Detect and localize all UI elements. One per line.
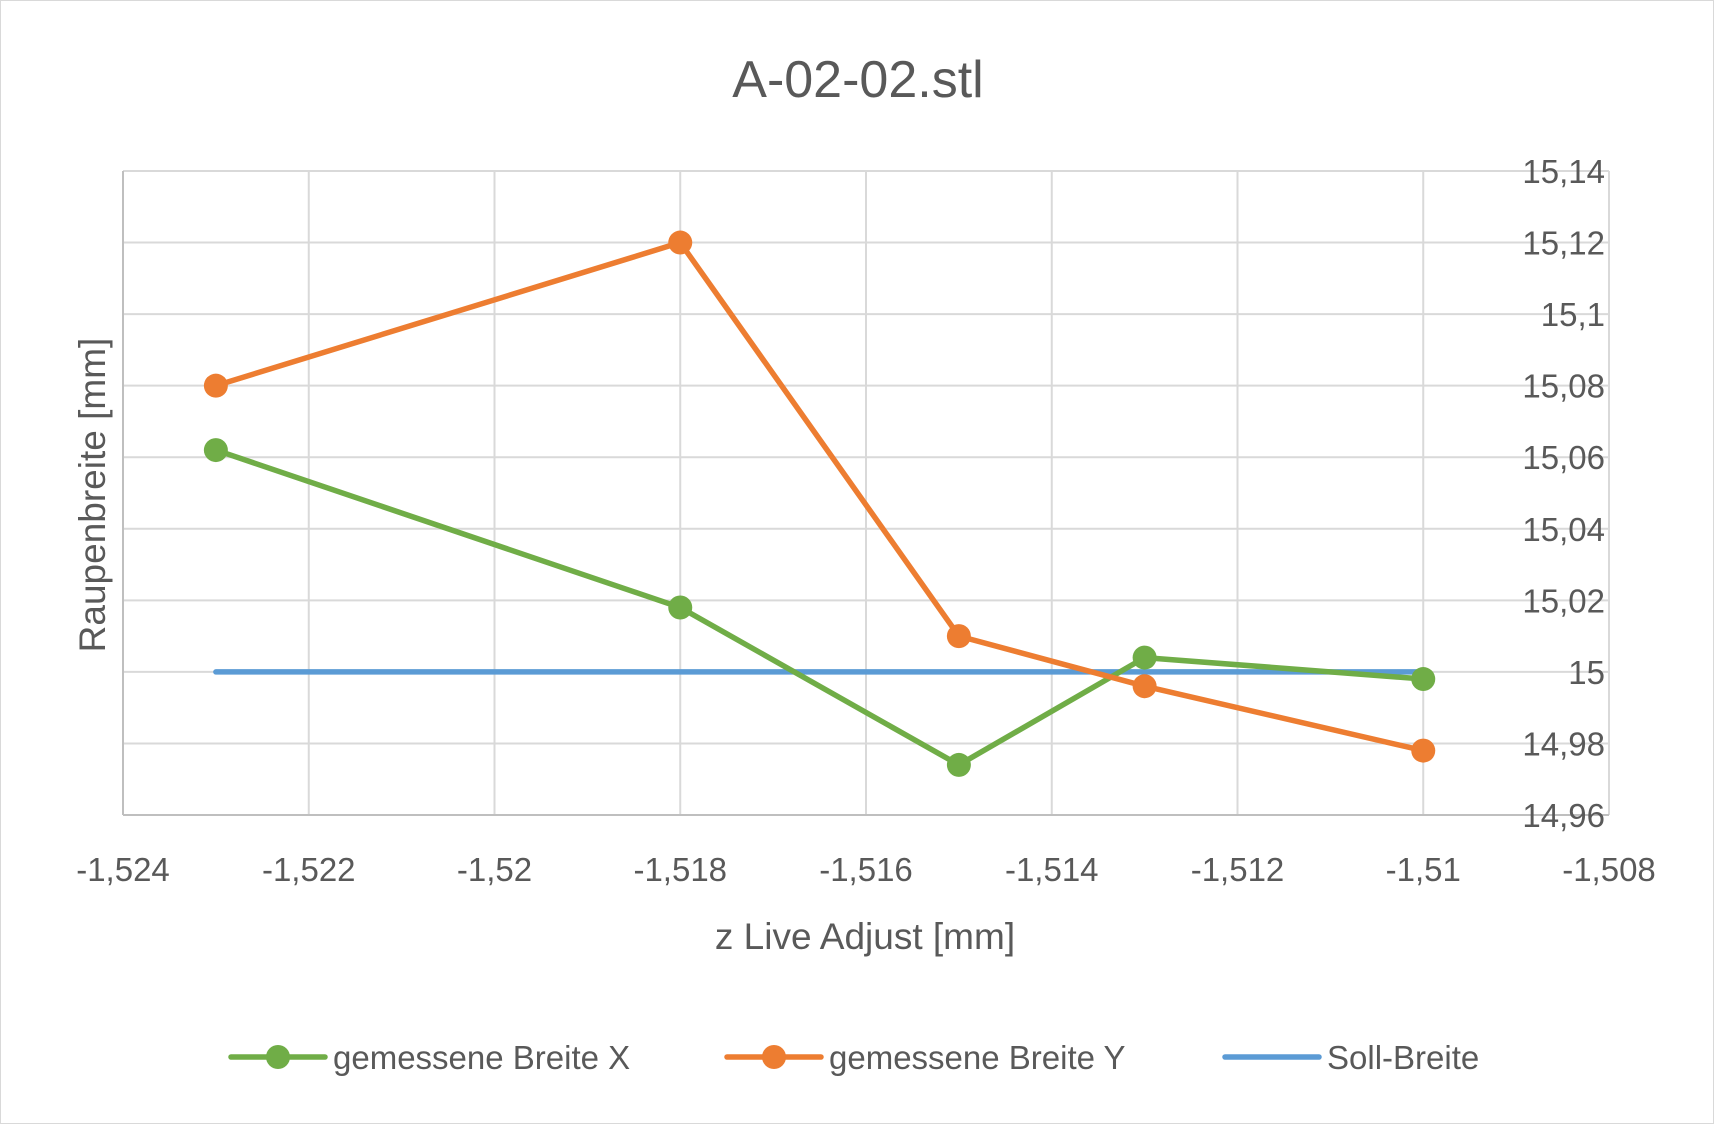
y-tick-label: 15,12 <box>1522 225 1605 262</box>
gridlines <box>123 170 1610 815</box>
x-tick-label: -1,508 <box>1562 851 1656 888</box>
series-group <box>203 230 1436 777</box>
data-point-0 <box>946 752 971 777</box>
x-tick-label: -1,516 <box>819 851 913 888</box>
x-tick-label: -1,512 <box>1191 851 1285 888</box>
data-point-1 <box>1411 738 1436 763</box>
y-tick-label: 15 <box>1568 654 1605 691</box>
axes: -1,524 -1,522 -1,52 -1,518 -1,516 -1,514 -1,51… <box>76 153 1656 888</box>
data-point-1 <box>668 230 693 255</box>
data-point-1 <box>1132 674 1157 699</box>
chart-title: A-02-02.stl <box>732 51 983 109</box>
legend: gemessene Breite X gemessene Breite Y Soll… <box>228 1039 1479 1076</box>
y-axis-title: Raupenbreite [mm] <box>72 338 113 653</box>
y-tick-label: 14,98 <box>1522 725 1605 762</box>
data-point-0 <box>1132 645 1157 670</box>
x-tick-label: -1,514 <box>1005 851 1099 888</box>
x-tick-label: -1,522 <box>262 851 356 888</box>
data-point-0 <box>668 595 693 620</box>
series-line-0 <box>213 447 1426 768</box>
data-point-0 <box>1411 667 1436 692</box>
y-tick-label: 15,1 <box>1541 296 1605 333</box>
y-tick-label: 15,14 <box>1522 153 1605 190</box>
y-tick-label: 15,02 <box>1522 582 1605 619</box>
y-tick-label: 14,96 <box>1522 797 1605 834</box>
data-point-1 <box>946 624 971 649</box>
y-tick-label: 15,08 <box>1522 368 1605 405</box>
y-tick-label: 15,06 <box>1522 439 1605 476</box>
data-point-1 <box>203 373 228 398</box>
legend-label-0: gemessene Breite X <box>333 1039 630 1076</box>
x-tick-label: -1,51 <box>1386 851 1461 888</box>
legend-marker-1 <box>762 1045 786 1069</box>
x-tick-label: -1,518 <box>633 851 727 888</box>
legend-label-2: Soll-Breite <box>1327 1039 1479 1076</box>
legend-label-1: gemessene Breite Y <box>829 1039 1126 1076</box>
x-axis-title: z Live Adjust [mm] <box>715 916 1015 957</box>
y-tick-label: 15,04 <box>1522 511 1605 548</box>
legend-marker-0 <box>266 1045 290 1069</box>
x-tick-label: -1,52 <box>457 851 532 888</box>
data-point-0 <box>203 438 228 463</box>
x-tick-label: -1,524 <box>76 851 170 888</box>
